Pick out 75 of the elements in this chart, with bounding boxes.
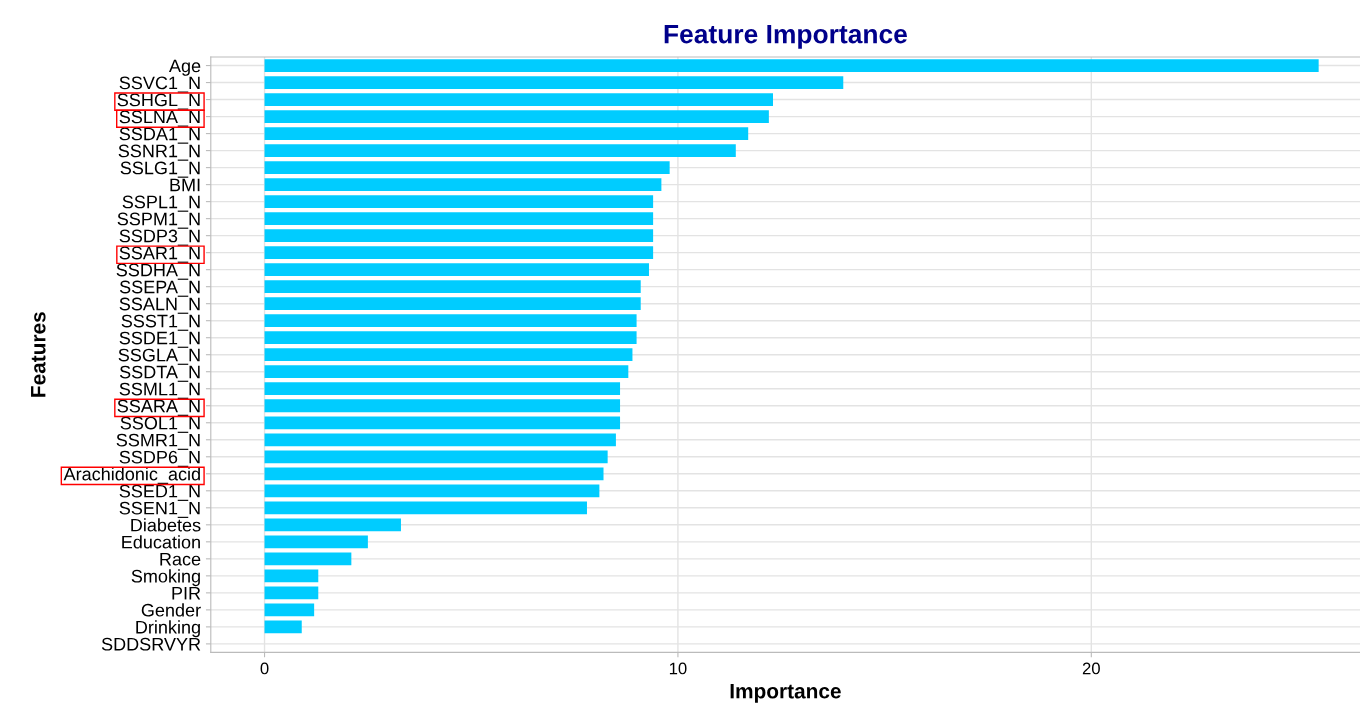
- x-tick-label: 10: [669, 662, 687, 675]
- bar: [264, 552, 352, 566]
- bar: [264, 586, 319, 600]
- bar: [264, 314, 637, 328]
- bar: [264, 246, 654, 260]
- bar: [264, 382, 621, 396]
- y-tick-label: SSVC1_N: [119, 76, 200, 93]
- bar: [264, 144, 736, 157]
- bar: [264, 348, 633, 362]
- bar: [264, 195, 654, 209]
- y-tick-label: SSDHA_N: [116, 263, 200, 280]
- x-tick-label: 0: [260, 662, 269, 675]
- y-tick-label: BMI: [170, 178, 200, 192]
- y-tick-label: Drinking: [136, 620, 200, 638]
- bar: [264, 297, 641, 311]
- bar: [264, 178, 662, 191]
- bar: [264, 93, 773, 106]
- y-tick-label: SSEPA_N: [119, 280, 200, 297]
- bar: [264, 603, 315, 617]
- bar: [264, 518, 401, 532]
- y-tick-label: SSHGL_N: [117, 93, 200, 110]
- bar: [264, 399, 621, 413]
- y-tick-label: SSDP3_N: [119, 229, 200, 246]
- bar: [264, 535, 368, 549]
- y-tick-label: SSDTA_N: [119, 365, 200, 382]
- y-tick-label: Smoking: [131, 569, 200, 587]
- y-tick-label: SSDE1_N: [119, 331, 200, 348]
- y-tick-label: SSAR1_N: [119, 246, 200, 263]
- y-tick-label: SSALN_N: [119, 297, 200, 314]
- bar: [264, 59, 1319, 72]
- y-tick-label: Race: [160, 552, 201, 566]
- bar: [264, 450, 608, 464]
- bar: [264, 110, 769, 123]
- bar: [264, 161, 670, 174]
- y-tick-label: Education: [122, 535, 200, 549]
- y-tick-label: Arachidonic_acid: [63, 467, 200, 484]
- bar: [264, 501, 587, 515]
- bar: [264, 467, 604, 481]
- y-axis-title: Features: [31, 312, 46, 397]
- y-tick-label: SSED1_N: [119, 484, 200, 501]
- y-tick-label: Diabetes: [131, 518, 201, 532]
- y-tick-label: SSST1_N: [121, 314, 200, 331]
- y-tick-label: Age: [168, 59, 201, 76]
- bar: [264, 127, 749, 140]
- y-tick-label: SSML1_N: [119, 382, 200, 399]
- y-tick-label: SSGLA_N: [118, 348, 200, 365]
- bar: [264, 212, 654, 226]
- y-tick-label: SSOL1_N: [120, 416, 200, 433]
- x-tick-label: 20: [1082, 662, 1100, 675]
- bar: [264, 416, 621, 430]
- y-tick-label: SSPM1_N: [117, 212, 200, 229]
- bar: [264, 433, 616, 447]
- y-tick-label: SSARA_N: [117, 399, 200, 416]
- y-tick-label: SSMR1_N: [116, 433, 200, 450]
- bar: [264, 620, 302, 634]
- y-tick-label: SSNR1_N: [118, 144, 200, 161]
- chart-title: Feature Importance: [664, 25, 907, 49]
- bar: [264, 229, 654, 243]
- bar: [264, 365, 629, 379]
- bar: [264, 280, 641, 294]
- y-tick-label: SSLNA_N: [119, 110, 200, 127]
- y-tick-label: SSDP6_N: [119, 450, 200, 467]
- bar: [264, 76, 844, 89]
- y-tick-label: PIR: [172, 586, 201, 600]
- y-tick-label: SSDA1_N: [119, 127, 200, 144]
- bar: [264, 263, 649, 277]
- y-tick-label: SSLG1_N: [120, 161, 200, 178]
- y-tick-label: SSEN1_N: [119, 501, 200, 518]
- y-tick-label: SDDSRVYR: [101, 637, 201, 651]
- y-tick-label: SSPL1_N: [122, 195, 200, 212]
- bar: [264, 484, 600, 498]
- x-axis-title: Importance: [730, 683, 841, 703]
- bar: [264, 331, 637, 345]
- y-tick-label: Gender: [141, 603, 201, 617]
- bar: [264, 569, 319, 583]
